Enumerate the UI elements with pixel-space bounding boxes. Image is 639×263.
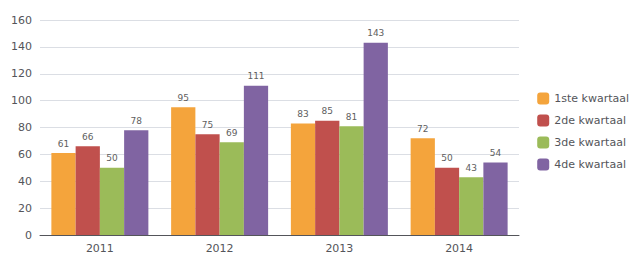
svg-text:66: 66 (82, 132, 94, 142)
svg-text:50: 50 (441, 153, 453, 163)
svg-text:69: 69 (226, 128, 238, 138)
svg-text:2011: 2011 (86, 242, 114, 255)
svg-text:80: 80 (18, 121, 32, 134)
svg-text:100: 100 (11, 94, 32, 107)
svg-text:75: 75 (202, 120, 213, 130)
svg-text:2013: 2013 (325, 242, 353, 255)
svg-text:50: 50 (106, 153, 118, 163)
svg-text:43: 43 (466, 163, 477, 173)
svg-text:2de kwartaal: 2de kwartaal (554, 114, 626, 127)
svg-text:20: 20 (18, 202, 32, 215)
svg-text:160: 160 (11, 14, 32, 27)
svg-text:2014: 2014 (445, 242, 473, 255)
svg-text:54: 54 (490, 148, 502, 158)
svg-text:111: 111 (247, 71, 264, 81)
svg-text:3de kwartaal: 3de kwartaal (554, 136, 626, 149)
svg-text:2012: 2012 (206, 242, 234, 255)
svg-text:0: 0 (25, 229, 32, 242)
svg-text:61: 61 (58, 139, 69, 149)
svg-text:85: 85 (322, 106, 333, 116)
svg-text:72: 72 (417, 124, 428, 134)
svg-text:40: 40 (18, 175, 32, 188)
svg-text:83: 83 (297, 109, 308, 119)
svg-text:60: 60 (18, 148, 32, 161)
svg-text:143: 143 (367, 28, 384, 38)
svg-text:1ste kwartaal: 1ste kwartaal (554, 92, 629, 105)
svg-text:95: 95 (178, 93, 189, 103)
svg-text:4de kwartaal: 4de kwartaal (554, 158, 626, 171)
svg-text:78: 78 (131, 116, 143, 126)
svg-text:140: 140 (11, 40, 32, 53)
svg-text:81: 81 (346, 112, 357, 122)
svg-text:120: 120 (11, 67, 32, 80)
